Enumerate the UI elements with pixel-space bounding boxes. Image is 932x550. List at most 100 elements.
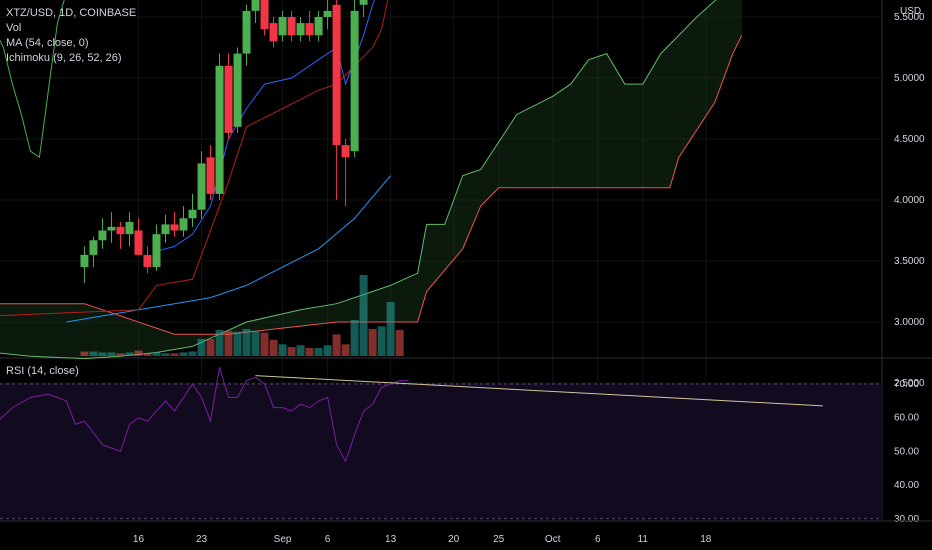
- volume-bar: [80, 351, 89, 356]
- candle-body[interactable]: [134, 230, 143, 255]
- volume-bar: [161, 353, 170, 356]
- rsi-tick-label: 60.00: [894, 413, 919, 424]
- rsi-legend: RSI (14, close): [6, 364, 79, 379]
- candle-body[interactable]: [98, 230, 107, 241]
- price-tick-label: 3.5000: [894, 256, 925, 267]
- volume-bar: [242, 329, 251, 356]
- time-tick-label: 6: [595, 534, 601, 545]
- candle-body[interactable]: [188, 209, 197, 219]
- volume-bars: [80, 275, 404, 356]
- indicator-lines: [0, 0, 391, 323]
- candle-body[interactable]: [89, 240, 98, 255]
- volume-bar: [233, 331, 242, 356]
- candles[interactable]: [80, 0, 403, 283]
- candle-body[interactable]: [350, 10, 359, 152]
- legend-ma[interactable]: MA (54, close, 0): [6, 37, 89, 49]
- price-tick-label: 5.0000: [894, 73, 925, 84]
- volume-bar: [269, 339, 278, 356]
- candle-body[interactable]: [305, 23, 314, 36]
- candle-body[interactable]: [359, 0, 368, 5]
- price-tick-label: 5.5000: [894, 12, 925, 23]
- price-tick-label: 3.0000: [894, 317, 925, 328]
- volume-bar: [332, 334, 341, 356]
- volume-bar: [170, 353, 179, 356]
- candle-body[interactable]: [224, 65, 233, 133]
- time-tick-label: Oct: [545, 534, 561, 545]
- volume-bar: [197, 338, 206, 356]
- time-axis[interactable]: 16 23 Sep 6 13 20 25 Oct 6 11 18: [0, 520, 932, 545]
- rsi-trendline[interactable]: [255, 375, 823, 407]
- candle-body[interactable]: [323, 10, 332, 17]
- volume-bar: [296, 345, 305, 356]
- time-tick-label: Sep: [274, 534, 292, 545]
- time-tick-label: 25: [493, 534, 505, 545]
- candle-body[interactable]: [143, 254, 152, 268]
- candle-body[interactable]: [80, 254, 89, 268]
- senkou-span-a: [0, 0, 717, 360]
- candle-body[interactable]: [179, 218, 188, 231]
- volume-bar: [377, 326, 386, 356]
- currency-label: USD: [900, 6, 922, 17]
- candle-body[interactable]: [197, 163, 206, 210]
- candle-body[interactable]: [242, 10, 251, 54]
- volume-bar: [116, 353, 125, 356]
- legend-ichimoku[interactable]: Ichimoku (9, 26, 52, 26): [6, 52, 122, 64]
- candle-body[interactable]: [314, 17, 323, 36]
- candle-body[interactable]: [125, 221, 134, 235]
- candle-body[interactable]: [206, 157, 215, 194]
- ichimoku-cloud: [0, 0, 743, 360]
- price-axis[interactable]: 8.00007.50006.50005.50005.00004.50004.00…: [885, 0, 931, 525]
- candle-body[interactable]: [233, 53, 242, 127]
- ma-line: [66, 175, 391, 323]
- candle-body[interactable]: [215, 65, 224, 194]
- volume-bar: [125, 352, 134, 356]
- volume-bar: [260, 332, 269, 356]
- volume-bar: [395, 329, 404, 356]
- rsi-tick-label: 40.00: [894, 480, 919, 491]
- rsi-tick-label: 30.00: [894, 514, 919, 525]
- volume-bar: [314, 347, 323, 356]
- cloud-fill: [0, 0, 742, 359]
- candle-body[interactable]: [278, 17, 287, 36]
- price-tick-label: 4.5000: [894, 134, 925, 145]
- time-tick-label: 13: [385, 534, 397, 545]
- volume-bar: [305, 347, 314, 356]
- volume-bar: [368, 329, 377, 356]
- volume-bar: [215, 329, 224, 356]
- rsi-pane[interactable]: [0, 366, 882, 520]
- volume-bar: [287, 347, 296, 356]
- rsi-line: [0, 366, 409, 463]
- candle-body[interactable]: [107, 226, 116, 231]
- candle-body[interactable]: [296, 23, 305, 36]
- price-tick-label: 2.5000: [894, 378, 925, 389]
- candle-body[interactable]: [332, 4, 341, 146]
- candle-body[interactable]: [260, 0, 269, 30]
- base-line: [0, 0, 389, 317]
- price-tick-label: 4.0000: [894, 195, 925, 206]
- candle-body[interactable]: [170, 224, 179, 231]
- legend-vol[interactable]: Vol: [6, 22, 22, 34]
- legend-rsi[interactable]: RSI (14, close): [6, 365, 79, 377]
- candle-body[interactable]: [251, 0, 260, 11]
- volume-bar: [341, 344, 350, 356]
- time-tick-label: 18: [700, 534, 712, 545]
- candle-body[interactable]: [161, 224, 170, 235]
- volume-bar: [251, 330, 260, 356]
- volume-bar: [134, 350, 143, 356]
- volume-bar: [386, 302, 395, 356]
- time-tick-label: 11: [638, 534, 649, 545]
- candle-body[interactable]: [152, 234, 161, 268]
- candle-body[interactable]: [287, 17, 296, 36]
- volume-bar: [224, 330, 233, 356]
- rsi-tick-label: 50.00: [894, 446, 919, 457]
- rsi-tick-label: 70.00: [894, 379, 919, 390]
- volume-bar: [323, 345, 332, 356]
- candle-body[interactable]: [269, 23, 278, 42]
- time-tick-label: 16: [133, 534, 145, 545]
- candle-body[interactable]: [116, 226, 125, 235]
- candle-body[interactable]: [341, 145, 350, 158]
- legend-symbol[interactable]: XTZ/USD, 1D, COINBASE: [6, 7, 137, 19]
- volume-bar: [143, 353, 152, 356]
- volume-bar: [350, 320, 359, 356]
